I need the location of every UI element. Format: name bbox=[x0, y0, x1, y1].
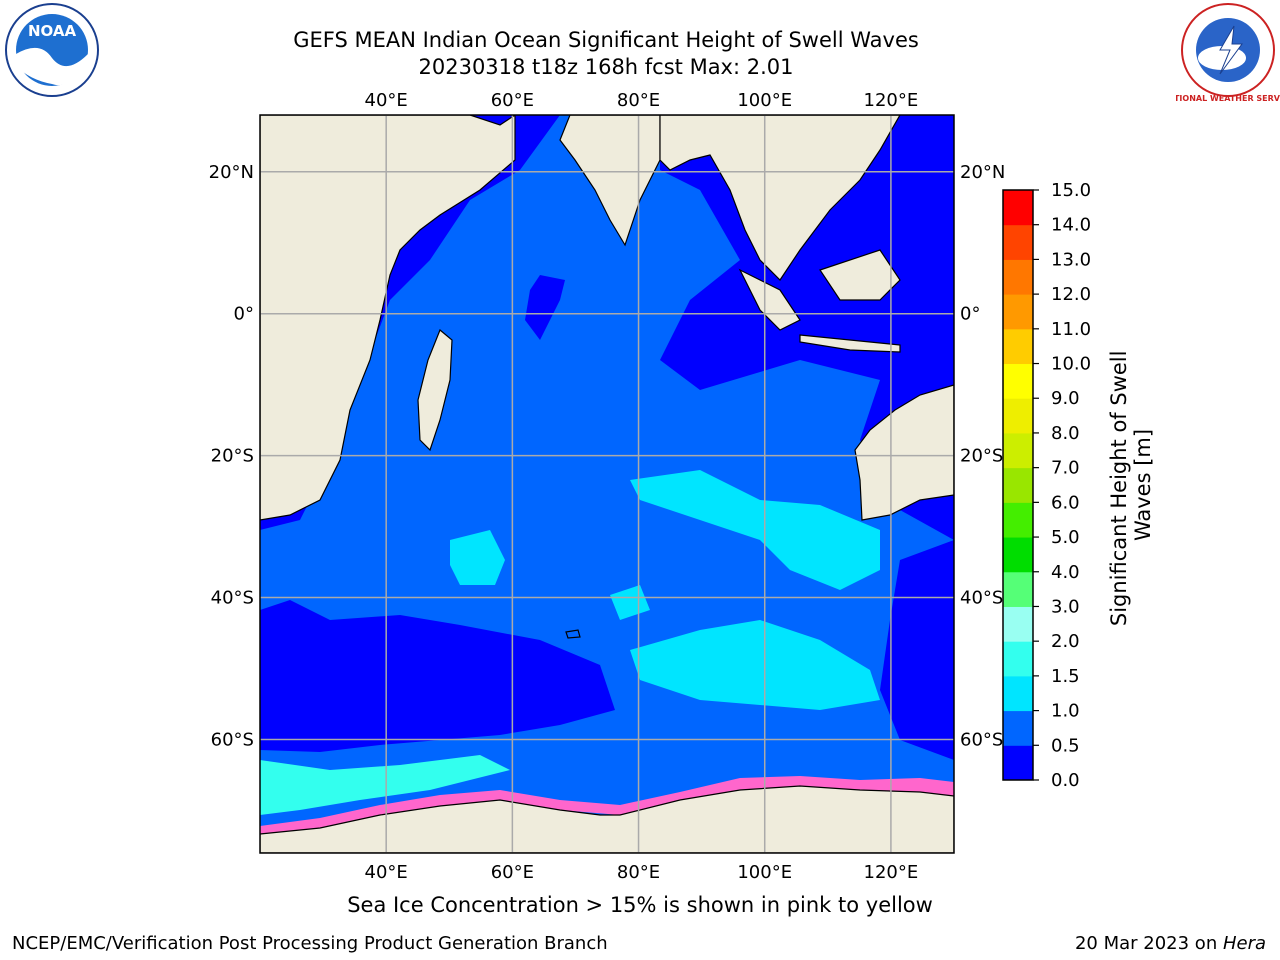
colorbar-swatch-11 bbox=[1003, 363, 1033, 399]
colorbar-label-line-2: Waves [m] bbox=[1131, 429, 1155, 541]
colorbar-swatch-13 bbox=[1003, 294, 1033, 330]
colorbar-swatch-8 bbox=[1003, 467, 1033, 503]
lat-label-right-0: 20°N bbox=[960, 162, 1005, 183]
sea-ice-note: Sea Ice Concentration > 15% is shown in … bbox=[347, 893, 933, 917]
colorbar-swatch-16 bbox=[1003, 190, 1033, 226]
colorbar-tick-label-9: 7.0 bbox=[1051, 458, 1080, 479]
colorbar-tick-label-1: 0.5 bbox=[1051, 735, 1080, 756]
lat-label-left-0: 20°N bbox=[209, 162, 254, 183]
colorbar-tick-label-16: 14.0 bbox=[1051, 215, 1091, 236]
lon-label-top-3: 100°E bbox=[737, 90, 792, 111]
nws-logo-text: NATIONAL WEATHER SERVICE bbox=[1176, 94, 1280, 103]
land-borneo bbox=[819, 249, 901, 301]
land-africa-arabia bbox=[260, 115, 516, 521]
colorbar-tick-label-14: 12.0 bbox=[1051, 284, 1091, 305]
lon-label-top-4: 120°E bbox=[864, 90, 919, 111]
run-machine: Hera bbox=[1222, 933, 1266, 954]
lat-label-left-2: 20°S bbox=[211, 446, 254, 467]
land-madagascar bbox=[417, 329, 453, 452]
colorbar-tick-label-2: 1.0 bbox=[1051, 701, 1080, 722]
colorbar-tick-label-10: 8.0 bbox=[1051, 423, 1080, 444]
colorbar-label-line-1: Significant Height of Swell bbox=[1107, 351, 1131, 627]
swell-patch-antarctic bbox=[260, 755, 510, 815]
colorbar-label: Significant Height of Swell Waves [m] bbox=[1107, 344, 1155, 626]
colorbar-tick-label-11: 9.0 bbox=[1051, 388, 1080, 409]
colorbar-tick-label-4: 2.0 bbox=[1051, 631, 1080, 652]
swell-zone-arabian-sea-low bbox=[525, 275, 565, 340]
colorbar-tick-label-13: 11.0 bbox=[1051, 319, 1091, 340]
colorbar-swatch-14 bbox=[1003, 259, 1033, 295]
lon-label-top-0: 40°E bbox=[365, 90, 408, 111]
land-southeast-asia bbox=[659, 115, 901, 281]
colorbar: 0.0 0.5 1.0 1.5 2.0 3.0 4.0 5.0 6.0 7.0 8.0 9.0 10.0… bbox=[1002, 180, 1091, 791]
lon-label-top-1: 60°E bbox=[491, 90, 534, 111]
colorbar-frame bbox=[1002, 189, 1034, 781]
colorbar-swatch-9 bbox=[1003, 432, 1033, 469]
noaa-logo-icon: NOAA bbox=[5, 3, 99, 97]
colorbar-swatch-3 bbox=[1003, 641, 1033, 677]
land-antarctica bbox=[260, 785, 954, 853]
colorbar-tick-label-3: 1.5 bbox=[1051, 666, 1080, 687]
swell-patch-central bbox=[630, 470, 880, 590]
colorbar-tick-label-6: 4.0 bbox=[1051, 562, 1080, 583]
map-tick-labels: 40°E 40°E 60°E 60°E 80°E 80°E 100°E 100°E 120°E 1… bbox=[209, 90, 1006, 883]
colorbar-swatch-5 bbox=[1003, 571, 1033, 607]
land-java bbox=[799, 334, 901, 353]
colorbar-swatch-10 bbox=[1003, 398, 1033, 434]
land-sumatra bbox=[738, 268, 801, 331]
run-date-stamp: 20 Mar 2023 on Hera bbox=[1075, 933, 1266, 955]
map-gridlines bbox=[260, 115, 954, 853]
colorbar-swatch-2 bbox=[1003, 675, 1033, 712]
lat-label-right-2: 20°S bbox=[960, 446, 1003, 467]
land-kerguelen bbox=[565, 629, 581, 639]
swell-patch-west bbox=[450, 530, 505, 585]
run-date: 20 Mar 2023 on bbox=[1074, 933, 1223, 954]
colorbar-tick-label-0: 0.0 bbox=[1051, 770, 1080, 791]
noaa-logo-text: NOAA bbox=[28, 22, 77, 40]
colorbar-swatch-7 bbox=[1003, 502, 1033, 538]
nws-logo-icon: NATIONAL WEATHER SERVICE bbox=[1176, 3, 1280, 103]
map-title: GEFS MEAN Indian Ocean Significant Heigh… bbox=[293, 28, 919, 52]
colorbar-swatch-1 bbox=[1003, 710, 1033, 746]
lon-label-bottom-0: 40°E bbox=[365, 862, 408, 883]
colorbar-swatch-15 bbox=[1003, 224, 1033, 260]
swell-zone-southeast-low bbox=[880, 540, 954, 760]
colorbar-tick-label-8: 6.0 bbox=[1051, 492, 1080, 513]
colorbar-swatch-12 bbox=[1003, 328, 1033, 365]
lat-label-right-3: 40°S bbox=[960, 588, 1003, 609]
lon-label-top-2: 80°E bbox=[617, 90, 660, 111]
colorbar-swatch-6 bbox=[1003, 537, 1033, 573]
producer-credit: NCEP/EMC/Verification Post Processing Pr… bbox=[12, 933, 608, 954]
lon-label-bottom-2: 80°E bbox=[617, 862, 660, 883]
lat-label-right-4: 60°S bbox=[960, 729, 1003, 750]
colorbar-swatch-4 bbox=[1003, 606, 1033, 642]
colorbar-tick-label-7: 5.0 bbox=[1051, 527, 1080, 548]
colorbar-tick-label-12: 10.0 bbox=[1051, 354, 1091, 375]
sea-ice-band bbox=[260, 776, 954, 834]
swell-zone-south-low bbox=[260, 600, 615, 752]
colorbar-tick-label-17: 15.0 bbox=[1051, 180, 1091, 201]
map-subtitle: 20230318 t18z 168h fcst Max: 2.01 bbox=[418, 55, 794, 79]
lon-label-bottom-1: 60°E bbox=[491, 862, 534, 883]
land-australia bbox=[854, 384, 954, 521]
lat-label-left-3: 40°S bbox=[211, 588, 254, 609]
colorbar-tick-label-15: 13.0 bbox=[1051, 249, 1091, 270]
colorbar-tick-label-5: 3.0 bbox=[1051, 596, 1080, 617]
map-frame bbox=[259, 114, 955, 854]
lat-label-right-1: 0° bbox=[960, 304, 980, 325]
lon-label-bottom-3: 100°E bbox=[737, 862, 792, 883]
lon-label-bottom-4: 120°E bbox=[864, 862, 919, 883]
lat-label-left-4: 60°S bbox=[211, 729, 254, 750]
swell-patch-south-central bbox=[630, 620, 880, 710]
colorbar-swatch-0 bbox=[1003, 745, 1033, 781]
swell-patch-small bbox=[610, 585, 650, 620]
lat-label-left-1: 0° bbox=[234, 304, 254, 325]
